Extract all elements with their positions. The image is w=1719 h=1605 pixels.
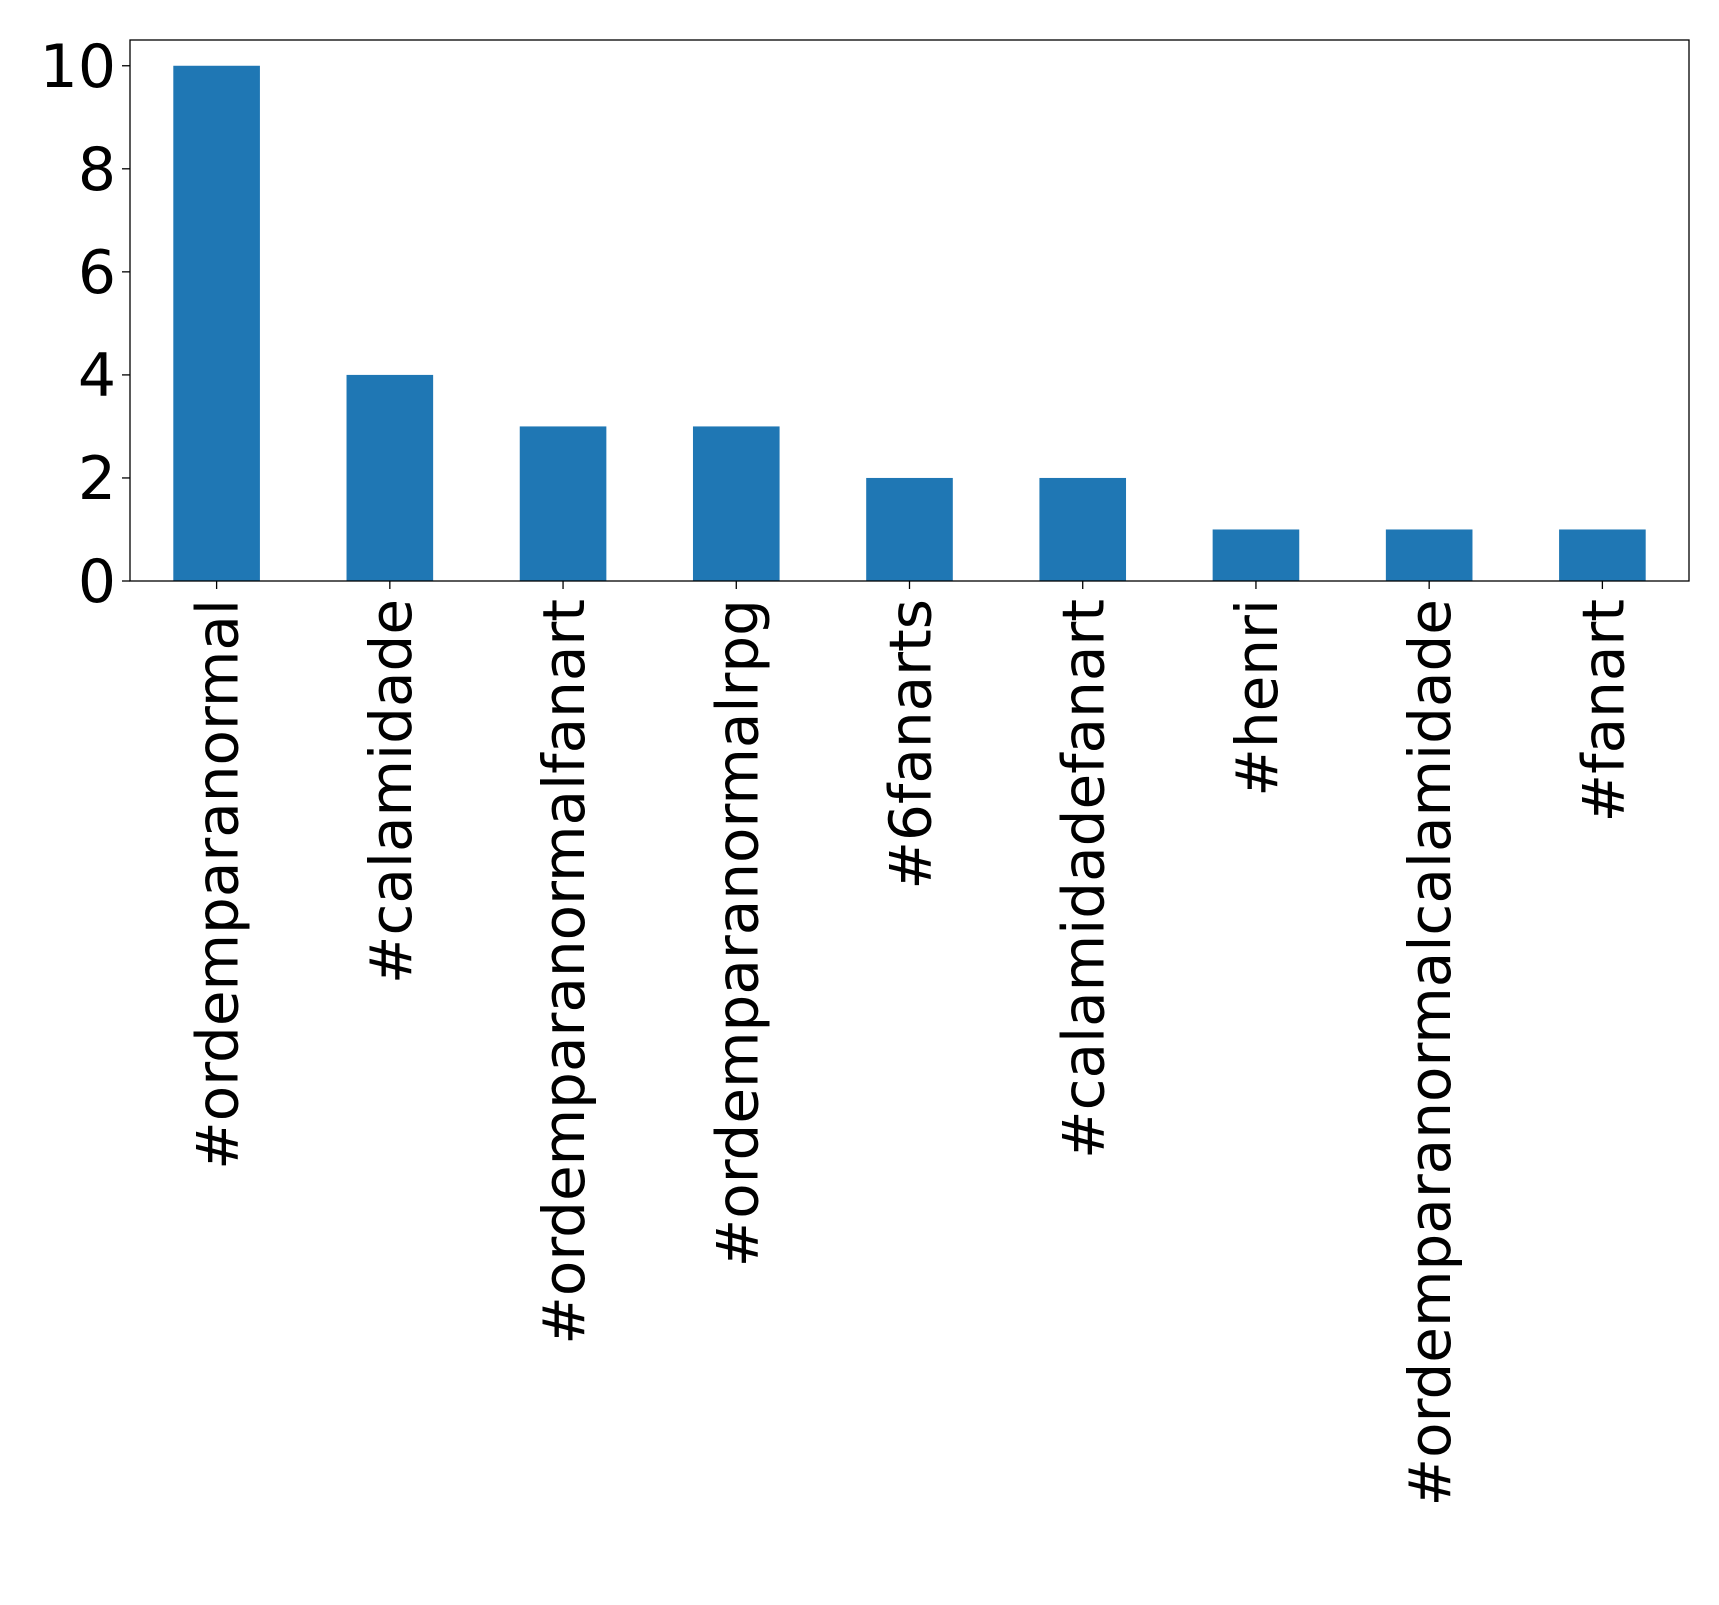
bar-4 [866, 477, 953, 581]
x-tick-label-6: #henri [1223, 599, 1291, 797]
bar-8 [1559, 529, 1646, 581]
bar-2 [519, 426, 607, 581]
bar-6 [1212, 529, 1300, 581]
x-tick-label-2: #ordemparanormalfanart [530, 599, 598, 1345]
bar-7 [1385, 529, 1473, 581]
y-tick-label-5: 10 [40, 32, 116, 102]
bar-1 [346, 374, 434, 581]
x-tick-label-3: #ordemparanormalrpg [703, 599, 771, 1267]
y-tick-label-0: 0 [78, 547, 116, 617]
bar-3 [692, 426, 780, 581]
x-tick-label-1: #calamidade [357, 599, 425, 984]
y-tick-label-4: 8 [78, 135, 116, 205]
x-tick-label-0: #ordemparanormal [184, 599, 252, 1170]
plot-area: 0 2 4 6 8 10 #ordemparanormal #calamidade #ordem… [40, 32, 1690, 1506]
x-tick-label-4: #6fanarts [877, 599, 945, 890]
x-tick-label-5: #calamidadefanart [1050, 599, 1118, 1159]
x-tick-label-8: #fanart [1569, 599, 1637, 822]
x-tick-label-7: #ordemparanormalcalamidade [1396, 599, 1464, 1506]
bar-5 [1039, 477, 1127, 581]
y-tick-label-3: 6 [78, 238, 116, 308]
y-tick-label-2: 4 [78, 341, 116, 411]
bar-0 [173, 65, 260, 581]
y-tick-label-1: 2 [78, 444, 116, 514]
